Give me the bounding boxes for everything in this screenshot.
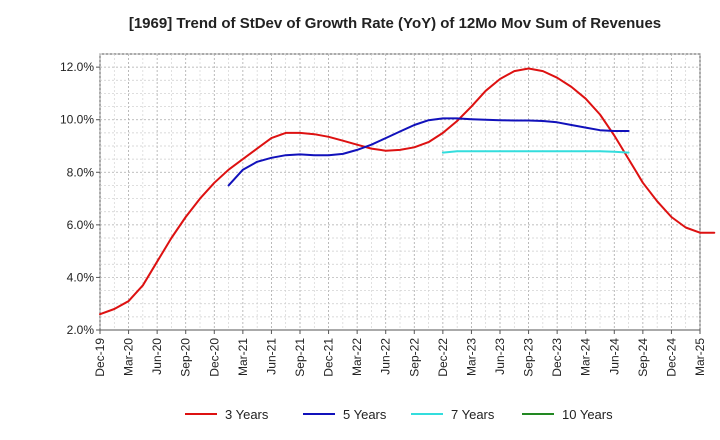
y-axis: 2.0% 4.0% 6.0% 8.0% 10.0% 12.0% xyxy=(60,60,100,337)
legend-label: 5 Years xyxy=(343,407,387,422)
series-layer xyxy=(99,67,716,316)
y-tick-label: 4.0% xyxy=(67,270,95,284)
grid-lines xyxy=(99,53,701,330)
series-line-7-years xyxy=(441,150,630,154)
x-tick-label: Jun-22 xyxy=(379,338,393,375)
x-tick-label: Dec-20 xyxy=(207,338,221,377)
series-line-5-years xyxy=(227,117,630,187)
x-tick-label: Dec-23 xyxy=(550,338,564,377)
x-tick-label: Jun-23 xyxy=(493,338,507,375)
x-tick-label: Mar-23 xyxy=(464,338,478,376)
x-tick-label: Mar-22 xyxy=(350,338,364,376)
x-tick-label: Mar-24 xyxy=(579,338,593,376)
x-tick-label: Sep-20 xyxy=(179,338,193,377)
x-axis: Dec-19 Mar-20 Jun-20 Sep-20 Dec-20 Mar-21 Jun-… xyxy=(93,330,707,377)
x-tick-label: Jun-20 xyxy=(150,338,164,375)
x-tick-label: Sep-23 xyxy=(522,338,536,377)
legend-label: 10 Years xyxy=(562,407,613,422)
series-line-3-years xyxy=(99,67,716,316)
x-tick-label: Sep-24 xyxy=(636,338,650,377)
y-tick-label: 10.0% xyxy=(60,113,94,127)
x-tick-label: Mar-21 xyxy=(236,338,250,376)
x-tick-label: Jun-24 xyxy=(607,338,621,375)
x-tick-label: Sep-22 xyxy=(407,338,421,377)
x-tick-label: Dec-22 xyxy=(436,338,450,377)
legend-label: 3 Years xyxy=(225,407,269,422)
x-tick-label: Dec-19 xyxy=(93,338,107,377)
x-tick-label: Sep-21 xyxy=(293,338,307,377)
chart-title: [1969] Trend of StDev of Growth Rate (Yo… xyxy=(129,15,661,32)
y-tick-label: 8.0% xyxy=(67,165,95,179)
legend: 3 Years 5 Years 7 Years 10 Years xyxy=(185,407,613,422)
x-tick-label: Dec-24 xyxy=(664,338,678,377)
x-tick-label: Mar-20 xyxy=(122,338,136,376)
y-tick-label: 12.0% xyxy=(60,60,94,74)
x-tick-label: Dec-21 xyxy=(322,338,336,377)
y-tick-label: 2.0% xyxy=(67,323,95,337)
y-tick-label: 6.0% xyxy=(67,218,95,232)
x-tick-label: Mar-25 xyxy=(693,338,707,376)
legend-label: 7 Years xyxy=(451,407,495,422)
x-tick-label: Jun-21 xyxy=(264,338,278,375)
